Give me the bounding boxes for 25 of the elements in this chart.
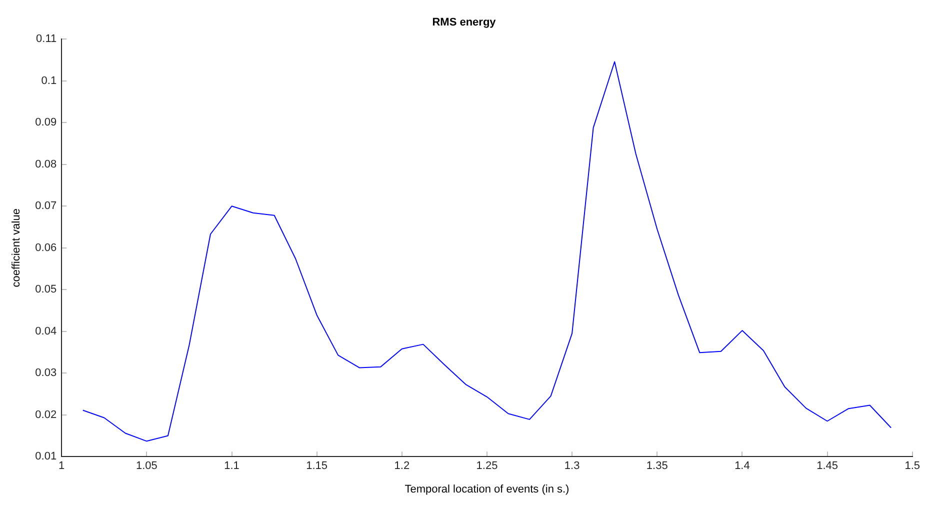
x-tick-label: 1 [58,460,65,472]
y-tick-label: 0.06 [35,242,57,254]
y-tick-label: 0.04 [35,325,57,338]
y-axis-title: coefficient value [10,208,23,288]
x-tick-label: 1.45 [816,460,838,472]
x-tick-label: 1.1 [224,460,240,472]
x-tick-label: 1.05 [136,460,158,472]
y-tick-label: 0.11 [36,33,57,46]
y-tick-label: 0.09 [35,116,57,129]
y-tick-label: 0.02 [35,408,57,421]
y-tick-label: 0.1 [41,74,57,87]
x-tick-label: 1.2 [394,460,410,472]
y-tick-label: 0.08 [35,158,57,170]
y-tick-label: 0.01 [35,450,57,463]
x-tick-label: 1.25 [476,460,498,472]
x-tick-label: 1.15 [306,460,328,472]
x-tick-label: 1.4 [734,460,750,472]
x-tick-label: 1.3 [564,460,580,472]
x-tick-label: 1.5 [904,460,920,472]
y-tick-label: 0.07 [35,200,57,212]
chart-title: RMS energy [432,16,497,29]
x-axis-title: Temporal location of events (in s.) [404,483,570,496]
x-tick-label: 1.35 [646,460,668,472]
y-tick-label: 0.05 [35,284,57,296]
y-tick-label: 0.03 [35,367,57,380]
